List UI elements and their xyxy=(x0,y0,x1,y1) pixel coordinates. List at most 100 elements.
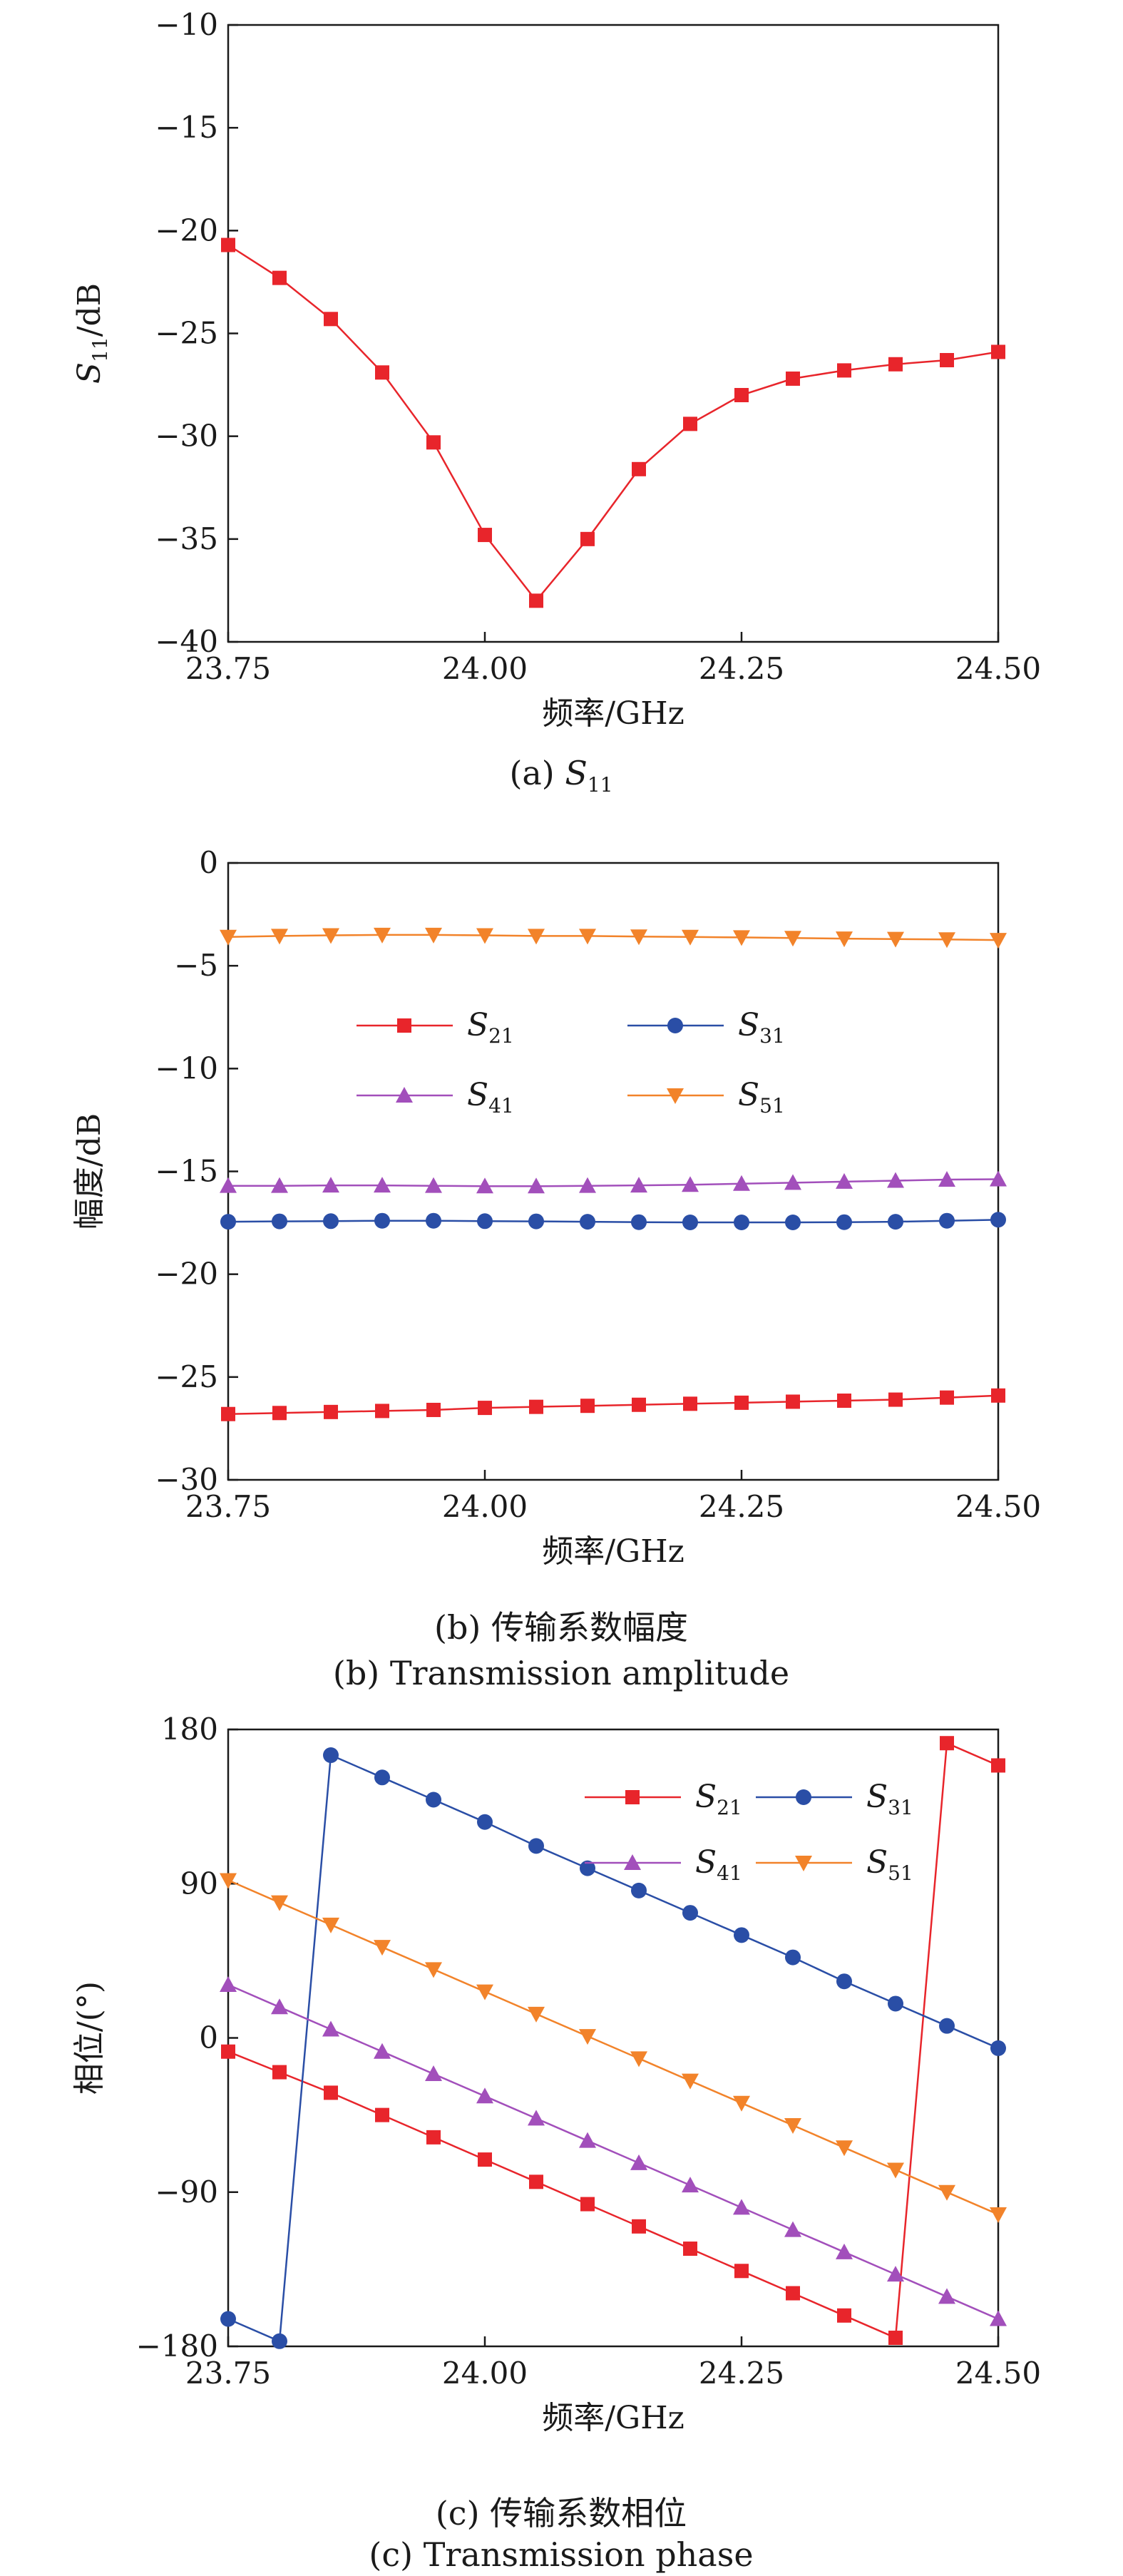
data-point-s31 xyxy=(580,1214,595,1230)
x-tick-label: 24.00 xyxy=(442,651,528,686)
data-point-s41 xyxy=(990,2310,1007,2326)
data-point-s41 xyxy=(733,1175,750,1191)
data-point-s21 xyxy=(734,2264,749,2279)
data-point-s51 xyxy=(836,2140,853,2157)
y-tick-label: −25 xyxy=(155,316,218,351)
caption-c: (c) 传输系数相位 xyxy=(436,2494,687,2532)
caption-b-en: (b) Transmission amplitude xyxy=(333,1654,789,1692)
x-axis-label: 频率/GHz xyxy=(542,1533,684,1570)
data-point-s51 xyxy=(374,1940,391,1956)
data-point-s31 xyxy=(682,1905,698,1921)
legend-label: S41 xyxy=(695,1844,742,1885)
data-point-s11 xyxy=(734,388,749,402)
data-point-s31 xyxy=(888,1214,903,1230)
data-point-s11 xyxy=(426,435,441,450)
data-point-s21 xyxy=(478,1401,492,1416)
y-tick-label: −40 xyxy=(155,624,218,659)
data-point-s41 xyxy=(733,2199,750,2215)
data-point-s31 xyxy=(836,1973,852,1990)
legend: S21 S31 S41 S51 xyxy=(585,1779,913,1885)
data-point-s21 xyxy=(529,2174,543,2189)
data-point-s51 xyxy=(784,2118,801,2135)
caption-b: (b) 传输系数幅度 xyxy=(434,1608,688,1647)
data-point-s21 xyxy=(786,1394,800,1409)
y-tick-label: −25 xyxy=(155,1359,218,1394)
data-point-s41 xyxy=(425,2065,442,2081)
data-point-s41 xyxy=(938,2288,955,2304)
legend-label: S51 xyxy=(866,1844,913,1885)
data-point-s51 xyxy=(630,2051,647,2068)
data-point-s41 xyxy=(425,1177,442,1193)
data-point-s51 xyxy=(682,929,699,946)
data-point-s51 xyxy=(528,929,545,945)
data-point-s31 xyxy=(528,1838,544,1854)
data-point-s11 xyxy=(786,371,800,386)
data-point-s51 xyxy=(579,929,596,945)
caption-a: (a) S11 xyxy=(509,754,612,797)
data-point-s31 xyxy=(220,2311,236,2327)
data-point-s31 xyxy=(734,1927,749,1943)
y-axis-label: 相位/(°) xyxy=(71,1981,108,2095)
data-point-s21 xyxy=(324,2085,338,2100)
chart-transmission-phase: 23.75 24.00 24.25 24.50 180 90 0 −90 −180 频率/GHz 相… xyxy=(71,1712,1041,2436)
data-point-s31 xyxy=(785,1215,801,1231)
caption-c-en: (c) Transmission phase xyxy=(369,2535,753,2574)
data-point-s21 xyxy=(683,2242,697,2256)
data-point-s21 xyxy=(837,1393,851,1408)
data-point-s31 xyxy=(836,1214,852,1230)
data-point-s51 xyxy=(579,2029,596,2045)
data-point-s21 xyxy=(786,2286,800,2301)
series-line-s51 xyxy=(227,934,999,941)
data-point-s41 xyxy=(630,2154,647,2170)
y-tick-label: −10 xyxy=(155,7,218,42)
x-tick-label: 23.75 xyxy=(185,651,271,686)
data-point-s11 xyxy=(888,357,903,372)
y-tick-label: −30 xyxy=(155,419,218,454)
data-point-s11 xyxy=(991,344,1005,359)
data-point-s21 xyxy=(888,1392,903,1407)
data-point-s31 xyxy=(580,1860,595,1876)
data-point-s41 xyxy=(220,1976,237,1993)
x-tick-label: 24.25 xyxy=(699,651,784,686)
data-point-s31 xyxy=(939,2018,955,2034)
data-point-s51 xyxy=(836,931,853,948)
x-axis-label: 频率/GHz xyxy=(542,2400,684,2436)
legend-marker xyxy=(796,1789,811,1805)
x-tick-label: 24.50 xyxy=(955,651,1041,686)
data-point-s41 xyxy=(784,2221,801,2237)
data-point-s21 xyxy=(478,2152,492,2167)
data-point-s21 xyxy=(734,1395,749,1410)
x-tick-label: 24.25 xyxy=(699,1489,784,1524)
data-point-s21 xyxy=(991,1388,1005,1403)
data-point-s21 xyxy=(375,1404,389,1419)
data-point-s51 xyxy=(938,932,955,949)
data-point-s41 xyxy=(630,1177,647,1193)
data-point-s21 xyxy=(632,2219,646,2234)
y-tick-label: 0 xyxy=(199,2020,218,2055)
data-point-s41 xyxy=(836,1172,853,1189)
data-point-s51 xyxy=(425,927,442,944)
data-point-s11 xyxy=(580,531,595,546)
data-point-s31 xyxy=(272,2333,287,2349)
data-point-s31 xyxy=(682,1215,698,1231)
data-point-s31 xyxy=(426,1792,441,1808)
data-point-s11 xyxy=(683,416,697,431)
data-point-s11 xyxy=(375,365,389,380)
data-point-s21 xyxy=(221,2044,235,2059)
data-point-s41 xyxy=(374,2043,391,2059)
data-point-s51 xyxy=(271,1895,288,1911)
data-point-s21 xyxy=(683,1396,697,1411)
data-point-s11 xyxy=(221,237,235,252)
data-point-s31 xyxy=(477,1814,493,1830)
legend-marker xyxy=(624,1854,641,1870)
series-line-s21 xyxy=(227,1742,999,2339)
y-tick-label: −20 xyxy=(155,213,218,247)
plot-frame xyxy=(227,862,1000,1481)
legend-label: S21 xyxy=(467,1007,514,1048)
data-point-s41 xyxy=(476,2087,493,2104)
y-tick-label: 0 xyxy=(199,845,218,880)
data-point-s11 xyxy=(837,363,851,378)
data-point-s31 xyxy=(528,1213,544,1230)
y-tick-label: −35 xyxy=(155,521,218,556)
